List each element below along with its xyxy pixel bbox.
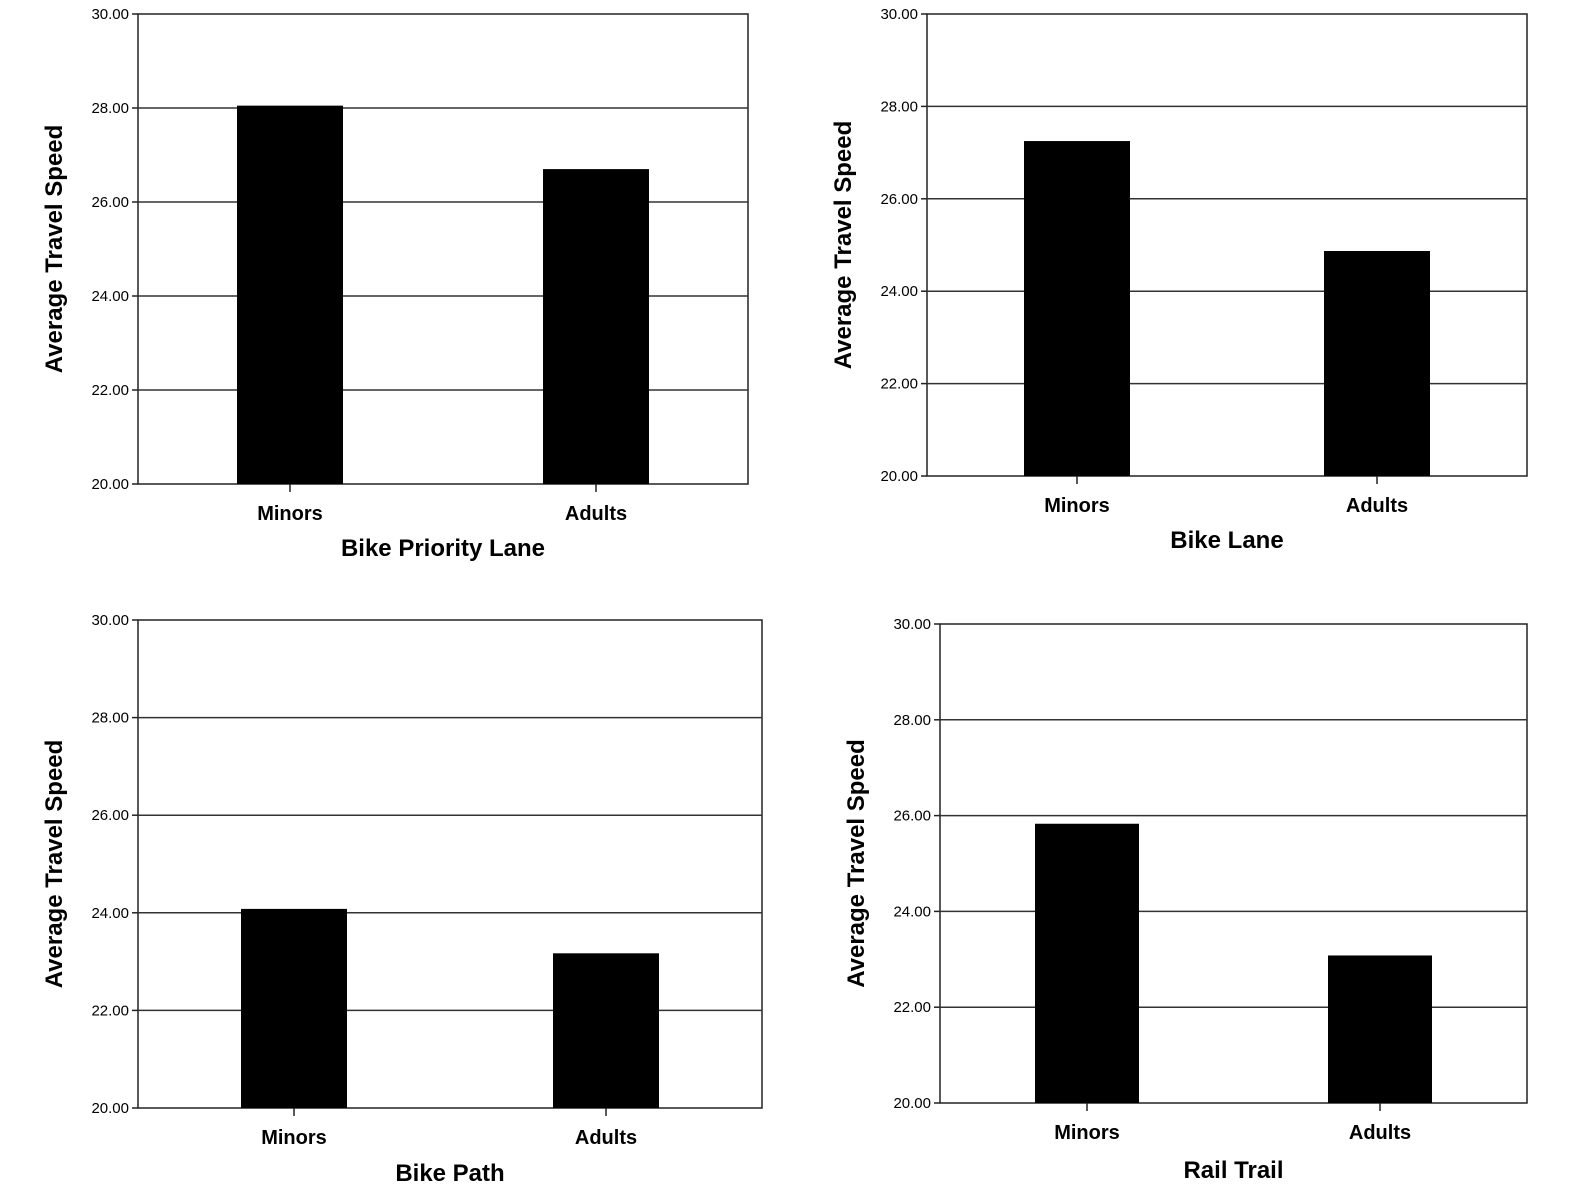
y-axis-title: Average Travel Speed xyxy=(41,125,68,374)
y-tick-label: 28.00 xyxy=(91,100,129,117)
y-tick-label: 20.00 xyxy=(91,476,129,493)
y-tick-label: 26.00 xyxy=(880,191,918,208)
bar-adults xyxy=(553,953,659,1108)
y-tick-label: 28.00 xyxy=(91,710,129,727)
bar-adults xyxy=(1328,955,1432,1103)
y-tick-label: 22.00 xyxy=(880,376,918,393)
x-tick-label: Adults xyxy=(1346,495,1408,517)
x-tick-label: Adults xyxy=(1349,1122,1411,1144)
y-tick-label: 30.00 xyxy=(880,6,918,23)
x-tick-label: Minors xyxy=(1054,1122,1120,1144)
chart-panel-2: 20.00 22.00 24.00 26.00 28.00 30.00 Minors Adul… xyxy=(830,6,1528,554)
bar-minors xyxy=(1024,141,1130,477)
x-tick-label: Adults xyxy=(575,1127,637,1149)
plot-frame xyxy=(137,13,749,485)
y-tick-label: 28.00 xyxy=(893,712,931,729)
x-tick-label: Minors xyxy=(1044,495,1110,517)
y-tick-label: 26.00 xyxy=(893,808,931,825)
x-axis-title: Rail Trail xyxy=(1183,1157,1283,1184)
x-tick-label: Minors xyxy=(257,503,323,525)
y-tick-label: 30.00 xyxy=(893,616,931,633)
plot-frame xyxy=(926,13,1528,477)
x-axis-title: Bike Priority Lane xyxy=(341,535,545,562)
x-axis-title: Bike Path xyxy=(395,1160,504,1187)
y-tick-label: 30.00 xyxy=(91,6,129,23)
y-axis-title: Average Travel Speed xyxy=(843,739,870,988)
y-tick-label: 28.00 xyxy=(880,98,918,115)
x-tick-label: Adults xyxy=(565,503,627,525)
bar-minors xyxy=(1035,823,1139,1103)
y-tick-label: 26.00 xyxy=(91,807,129,824)
bar-adults xyxy=(1324,251,1430,476)
y-tick-label: 22.00 xyxy=(91,382,129,399)
y-axis-title: Average Travel Speed xyxy=(830,121,857,370)
y-tick-label: 24.00 xyxy=(880,283,918,300)
chart-panel-3: 20.00 22.00 24.00 26.00 28.00 30.00 Minors Adul… xyxy=(41,612,763,1187)
bar-adults xyxy=(543,169,649,484)
y-tick-label: 26.00 xyxy=(91,194,129,211)
bar-minors xyxy=(237,105,343,485)
plot-frame xyxy=(939,623,1528,1104)
y-tick-label: 20.00 xyxy=(893,1095,931,1112)
y-tick-label: 22.00 xyxy=(91,1002,129,1019)
bar-minors xyxy=(241,908,347,1108)
y-tick-label: 24.00 xyxy=(91,905,129,922)
chart-panel-4: 20.00 22.00 24.00 26.00 28.00 30.00 Minors Adul… xyxy=(843,616,1528,1184)
y-axis-title: Average Travel Speed xyxy=(41,740,68,989)
y-tick-label: 22.00 xyxy=(893,999,931,1016)
y-tick-label: 30.00 xyxy=(91,612,129,629)
x-tick-label: Minors xyxy=(261,1127,327,1149)
y-tick-label: 24.00 xyxy=(893,903,931,920)
plot-frame xyxy=(137,619,763,1109)
x-axis-title: Bike Lane xyxy=(1170,527,1283,554)
y-tick-label: 20.00 xyxy=(880,468,918,485)
y-tick-label: 20.00 xyxy=(91,1100,129,1117)
chart-panel-1: 20.00 22.00 24.00 26.00 28.00 30.00 Minors Adul… xyxy=(41,6,749,562)
y-tick-label: 24.00 xyxy=(91,288,129,305)
